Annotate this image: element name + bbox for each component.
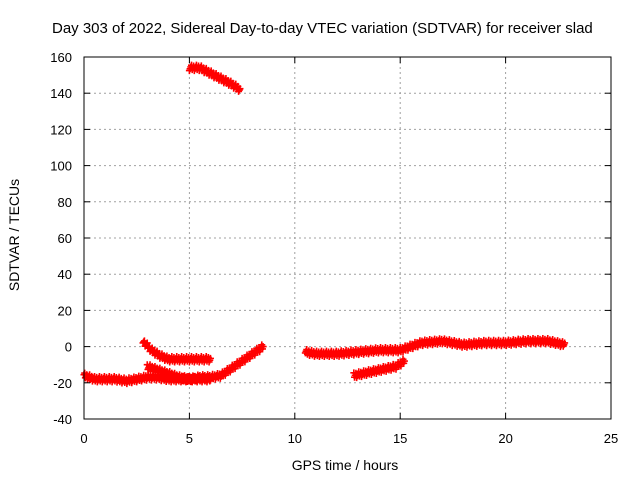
y-tick-label: 120 xyxy=(50,122,72,137)
y-tick-label: 100 xyxy=(50,159,72,174)
y-tick-label: 0 xyxy=(65,340,72,355)
plot-frame xyxy=(83,56,612,420)
y-tick-label: 60 xyxy=(58,231,72,246)
series-arc-3-upper-curve xyxy=(139,337,214,366)
series-arc-6-lower-right xyxy=(350,355,408,382)
x-tick-label: 20 xyxy=(498,431,512,446)
y-tick-label: 160 xyxy=(50,50,72,65)
y-tick-label: -40 xyxy=(53,412,72,427)
data-point xyxy=(236,85,244,93)
y-tick-label: 80 xyxy=(58,195,72,210)
series-arc-4-mid xyxy=(143,361,214,386)
y-tick-label: -20 xyxy=(53,376,72,391)
x-tick-label: 15 xyxy=(393,431,407,446)
x-tick-label: 0 xyxy=(80,431,87,446)
series-arc-2-lower-band xyxy=(80,341,267,388)
data-layer xyxy=(80,61,569,388)
data-point xyxy=(259,343,267,351)
x-tick-label: 5 xyxy=(186,431,193,446)
data-point xyxy=(561,339,569,347)
x-tick-label: 25 xyxy=(604,431,618,446)
y-axis-label: SDTVAR / TECUs xyxy=(6,179,22,291)
series-arc-1-high xyxy=(185,61,244,95)
y-tick-label: 20 xyxy=(58,303,72,318)
tick-layer: 0 5 10 15 20 25 -40 -20 0 20 40 60 80 100 120 140 160 xyxy=(50,50,618,446)
y-tick-label: 140 xyxy=(50,86,72,101)
chart-title: Day 303 of 2022, Sidereal Day-to-day VTE… xyxy=(52,20,593,37)
series-arc-5-right xyxy=(301,334,569,361)
x-tick-label: 10 xyxy=(288,431,302,446)
x-axis-label: GPS time / hours xyxy=(292,457,399,473)
data-point xyxy=(206,354,214,362)
grid-layer xyxy=(84,57,611,419)
y-tick-label: 40 xyxy=(58,267,72,282)
data-point xyxy=(400,357,408,365)
data-point xyxy=(206,375,214,383)
